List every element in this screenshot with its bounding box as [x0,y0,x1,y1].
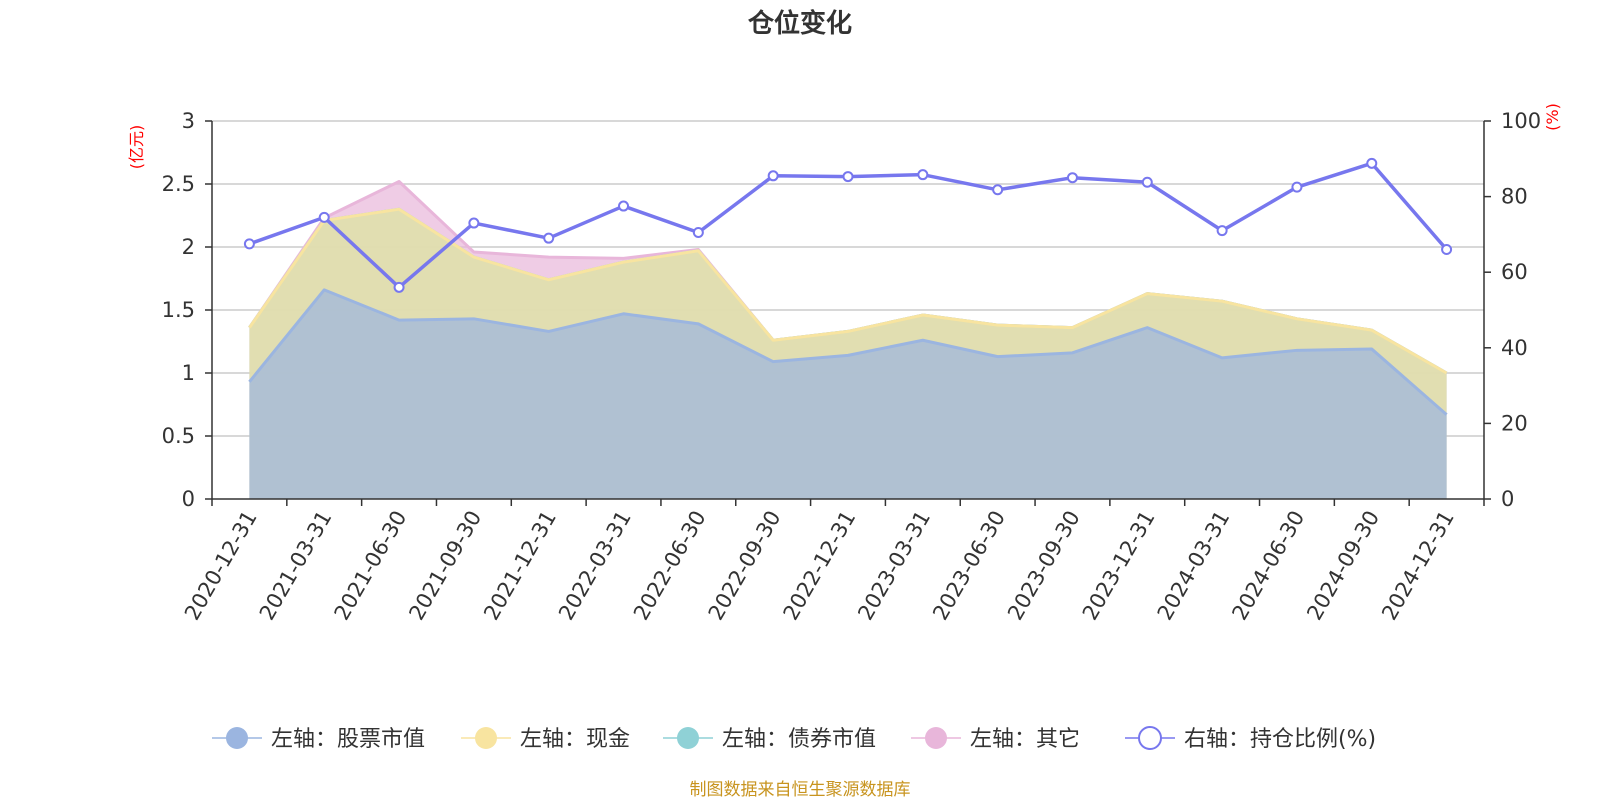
right-tick-label: 0 [1501,487,1514,511]
ratio-point [1441,244,1453,256]
legend-label-0: 左轴：股票市值 [271,727,425,752]
ratio-point [917,169,929,181]
x-tick-label: 2022-09-30 [704,507,786,625]
left-tick-label: 0 [182,487,195,511]
left-tick-label: 1.5 [162,298,195,322]
legend-marker-4 [1138,726,1162,750]
ratio-line-series [243,157,1453,293]
x-tick-label: 2020-12-31 [180,507,262,625]
legend-marker-2 [677,727,699,749]
legend-label-1: 左轴：现金 [520,727,630,752]
left-tick-label: 3 [182,109,195,133]
ratio-point [692,227,704,239]
x-tick-label: 2022-06-30 [629,507,711,625]
x-tick-label: 2022-12-31 [779,507,861,625]
right-tick-label: 20 [1501,411,1528,435]
ratio-point [1366,157,1378,169]
x-tick-label: 2024-03-31 [1153,507,1235,625]
x-tick-label: 2021-09-30 [404,507,486,625]
chart-title: 仓位变化 [747,8,852,39]
ratio-point [767,170,779,182]
right-axis-unit: (%) [1543,103,1562,131]
right-tick-label: 80 [1501,185,1528,209]
area-fill-series-0 [249,289,1447,499]
ratio-point [1066,172,1078,184]
x-tick-label: 2023-06-30 [928,507,1010,625]
legend-marker-0 [226,727,248,749]
left-tick-label: 0.5 [162,424,195,448]
ratio-point [992,184,1004,196]
ratio-point [318,211,330,223]
x-tick-label: 2023-12-31 [1078,507,1160,625]
ratio-point [1291,181,1303,193]
area-edge-series-1 [248,207,1448,375]
right-tick-label: 100 [1501,109,1541,133]
legend-marker-3 [925,727,947,749]
x-tick-label: 2022-03-31 [554,507,636,625]
x-tick-label: 2023-03-31 [853,507,935,625]
area-edge-series-0 [248,288,1448,416]
ratio-point [243,238,255,250]
right-tick-label: 40 [1501,336,1528,360]
right-tick-label: 60 [1501,260,1528,284]
ratio-point [543,232,555,244]
x-tick-label: 2023-09-30 [1003,507,1085,625]
x-tick-label: 2021-12-31 [479,507,561,625]
x-tick-label: 2024-12-31 [1377,507,1459,625]
legend-label-2: 左轴：债券市值 [722,727,876,752]
legend-label-4: 右轴：持仓比例(%) [1184,727,1376,752]
legend-marker-1 [475,727,497,749]
x-tick-label: 2024-09-30 [1302,507,1384,625]
source-note: 制图数据来自恒生聚源数据库 [690,780,911,800]
x-tick-label: 2021-03-31 [255,507,337,625]
left-tick-label: 2.5 [162,172,195,196]
ratio-point [618,200,630,212]
x-tick-label: 2021-06-30 [330,507,412,625]
area-series [248,179,1448,500]
left-tick-label: 2 [182,235,195,259]
left-tick-label: 1 [182,361,195,385]
ratio-point [1216,225,1228,237]
legend-label-3: 左轴：其它 [970,727,1080,752]
left-axis-unit: (亿元) [127,125,146,170]
ratio-point [393,281,405,293]
x-tick-label: 2024-06-30 [1227,507,1309,625]
legend: 左轴：股票市值 左轴：现金 左轴：债券市值 左轴：其它 右轴：持仓比例(%) [212,726,1376,752]
ratio-point [468,217,480,229]
ratio-point [1141,176,1153,188]
ratio-point [842,171,854,183]
